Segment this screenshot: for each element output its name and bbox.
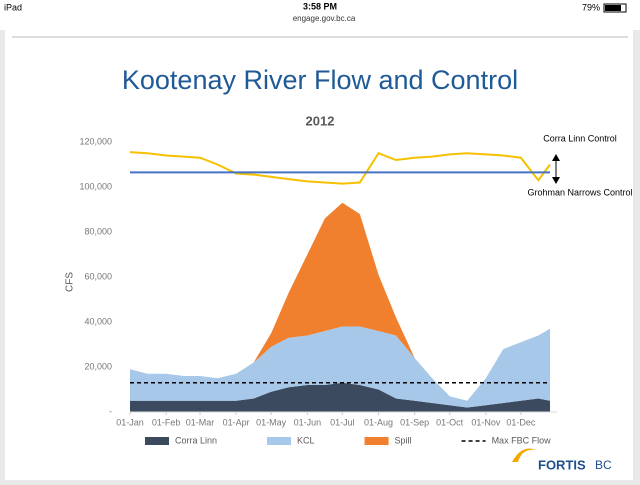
chart-title: 2012 (306, 113, 335, 128)
x-tick-label: 01-Mar (186, 417, 215, 427)
logo-mark (512, 448, 536, 462)
device-name: iPad (4, 2, 22, 12)
y-axis-label: CFS (65, 272, 76, 292)
x-tick-label: 01-Aug (364, 417, 393, 427)
area (130, 382, 550, 412)
slide-title: Kootenay River Flow and Control (122, 65, 518, 95)
annotation: Grohman Narrows Control (527, 187, 632, 197)
logo: FORTIS (538, 457, 586, 472)
x-tick-label: 01-Sep (400, 417, 429, 427)
arrow-heads (552, 154, 560, 184)
area (130, 326, 550, 408)
y-tick-label: 60,000 (84, 271, 112, 281)
x-tick-label: 01-Feb (152, 417, 181, 427)
url[interactable]: engage.gov.bc.ca (293, 14, 356, 23)
battery-fill (605, 5, 621, 11)
x-tick-label: 01-May (256, 417, 287, 427)
y-tick-label: 120,000 (79, 136, 112, 146)
legend-swatch (364, 437, 389, 445)
y-tick-label: 40,000 (84, 316, 112, 326)
line (129, 151, 551, 185)
area (130, 202, 550, 401)
x-tick-label: 01-Apr (223, 417, 250, 427)
x-tick-label: 01-Jul (330, 417, 355, 427)
plot: - 20,000 40,000 60,000 80,000 100,000 120,000 0… (79, 133, 632, 445)
y-tick-label: 100,000 (79, 181, 112, 191)
x-tick-label: 01-Nov (471, 417, 501, 427)
x-tick-label: 01-Jun (294, 417, 322, 427)
legend-swatch (145, 437, 169, 445)
status-bar (0, 0, 640, 30)
clock: 3:58 PM (303, 1, 337, 11)
legend-label: KCL (297, 435, 315, 445)
x-tick-label: 01-Oct (436, 417, 464, 427)
y-tick-label: 20,000 (84, 361, 112, 371)
battery-level: 79% (582, 2, 600, 12)
battery-icon (603, 3, 627, 13)
logo-suffix: BC (595, 458, 612, 472)
legend-label: Corra Linn (175, 435, 217, 445)
y-tick-label: - (109, 406, 112, 416)
annotation: Corra Linn Control (543, 133, 617, 143)
legend-swatch (267, 437, 292, 445)
x-tick-label: 01-Jan (116, 417, 144, 427)
legend-label: Spill (395, 435, 412, 445)
legend-label: Max FBC Flow (492, 435, 552, 445)
x-tick-label: 01-Dec (506, 417, 536, 427)
y-tick-label: 80,000 (84, 226, 112, 236)
